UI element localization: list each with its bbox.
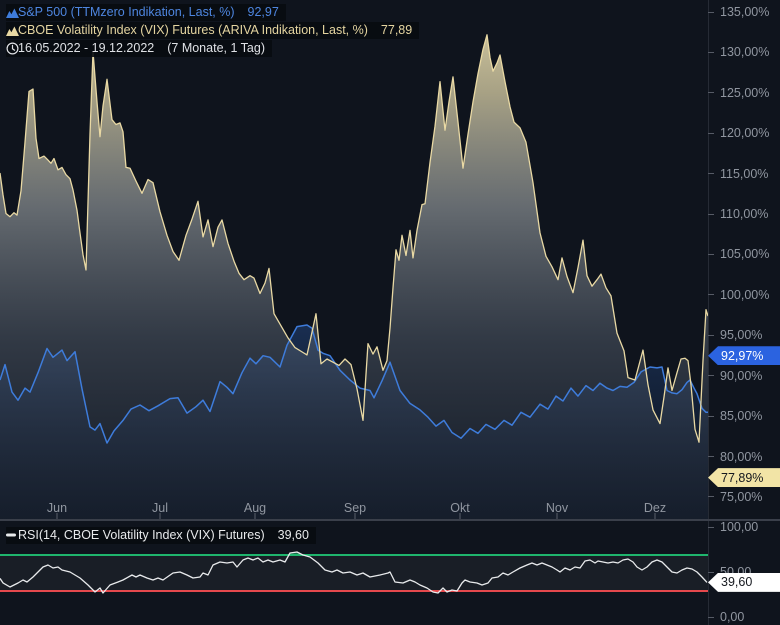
price-axis-label: 110,00% — [708, 207, 768, 221]
axis-tick-dash — [708, 173, 714, 174]
legend-vix-label: CBOE Volatility Index (VIX) Futures (ARI… — [18, 23, 368, 37]
legend-sp500[interactable]: S&P 500 (TTMzero Indikation, Last, %) 92… — [6, 4, 286, 21]
legend-sp500-label: S&P 500 (TTMzero Indikation, Last, %) — [18, 5, 235, 19]
month-label-okt: Okt — [450, 501, 469, 515]
axis-tick-dash — [708, 527, 714, 528]
date-range-detail: (7 Monate, 1 Tag) — [167, 41, 265, 55]
month-label-nov: Nov — [546, 501, 568, 515]
price-axis-label: 100,00% — [708, 288, 769, 302]
axis-tick-dash — [708, 335, 714, 336]
price-axis-label: 95,00% — [708, 328, 762, 342]
legend-date-range[interactable]: 16.05.2022 - 19.12.2022 (7 Monate, 1 Tag… — [6, 40, 272, 57]
axis-tick-dash — [708, 92, 714, 93]
pane-separator[interactable] — [0, 519, 780, 521]
price-axis-label: 105,00% — [708, 247, 769, 261]
month-label-aug: Aug — [244, 501, 266, 515]
chart-application: 135,00% 130,00% 125,00% 120,00% 115,00% 110,0… — [0, 0, 780, 625]
axis-tick-dash — [708, 572, 714, 573]
legend-vix-value: 77,89 — [381, 23, 412, 37]
legend-rsi[interactable]: RSI(14, CBOE Volatility Index (VIX) Futu… — [6, 527, 316, 544]
rsi-band — [0, 555, 708, 591]
price-axis-label: 80,00% — [708, 450, 762, 464]
price-axis-label: 125,00% — [708, 86, 769, 100]
axis-tick-dash — [708, 617, 714, 618]
legend-rsi-label: RSI(14, CBOE Volatility Index (VIX) Futu… — [18, 528, 265, 542]
axis-tick-dash — [708, 496, 714, 497]
price-axis-label: 120,00% — [708, 126, 769, 140]
month-label-sep: Sep — [344, 501, 366, 515]
price-axis-label: 130,00% — [708, 45, 769, 59]
axis-tick-dash — [708, 214, 714, 215]
price-axis-label: 135,00% — [708, 5, 769, 19]
legend-rsi-value: 39,60 — [278, 528, 309, 542]
rsi-series-group — [0, 552, 708, 593]
axis-tick-dash — [708, 456, 714, 457]
rsi-last-value-badge: 39,60 — [708, 573, 780, 592]
vix-last-price-badge: 77,89% — [708, 468, 780, 487]
rsi-axis-label: 0,00 — [708, 610, 744, 624]
price-axis-label: 85,00% — [708, 409, 762, 423]
axis-tick-dash — [708, 416, 714, 417]
month-label-dez: Dez — [644, 501, 666, 515]
axis-tick-dash — [708, 294, 714, 295]
rsi-axis-label: 100,00 — [708, 520, 758, 534]
price-axis-label: 90,00% — [708, 369, 762, 383]
axis-tick-dash — [708, 254, 714, 255]
legend-sp500-value: 92,97 — [248, 5, 279, 19]
price-series-group — [0, 35, 708, 519]
price-axis-label: 115,00% — [708, 167, 768, 181]
axis-tick-dash — [708, 133, 714, 134]
month-label-jun: Jun — [47, 501, 67, 515]
legend-vix[interactable]: CBOE Volatility Index (VIX) Futures (ARI… — [6, 22, 419, 39]
date-range-text: 16.05.2022 - 19.12.2022 — [18, 41, 154, 55]
month-label-jul: Jul — [152, 501, 168, 515]
main-price-pane[interactable] — [0, 0, 780, 520]
axis-tick-dash — [708, 52, 714, 53]
price-axis-label: 75,00% — [708, 490, 762, 504]
axis-tick-dash — [708, 375, 714, 376]
sp500-last-price-badge: 92,97% — [708, 346, 780, 365]
axis-tick-dash — [708, 12, 714, 13]
